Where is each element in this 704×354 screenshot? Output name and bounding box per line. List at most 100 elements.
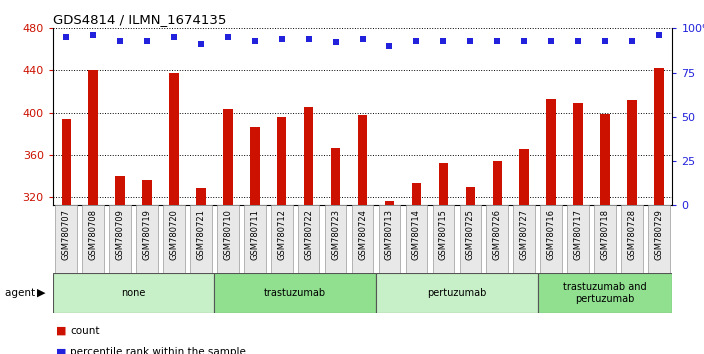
Text: GSM780711: GSM780711 <box>251 209 259 259</box>
Text: count: count <box>70 326 100 336</box>
Bar <box>520 149 529 205</box>
Text: pertuzumab: pertuzumab <box>427 288 486 298</box>
Text: GDS4814 / ILMN_1674135: GDS4814 / ILMN_1674135 <box>53 13 226 26</box>
Text: GSM780721: GSM780721 <box>196 209 206 259</box>
Point <box>357 36 368 42</box>
Point <box>249 38 260 44</box>
Bar <box>169 73 179 205</box>
Bar <box>546 99 556 205</box>
Bar <box>493 161 502 205</box>
Text: GSM780710: GSM780710 <box>223 209 232 259</box>
Bar <box>277 117 287 205</box>
Text: GSM780725: GSM780725 <box>466 209 474 259</box>
Text: ■: ■ <box>56 347 67 354</box>
Point <box>411 38 422 44</box>
FancyBboxPatch shape <box>82 205 104 273</box>
Text: GSM780718: GSM780718 <box>601 209 610 260</box>
FancyBboxPatch shape <box>109 205 131 273</box>
Text: GSM780724: GSM780724 <box>358 209 367 259</box>
Point <box>87 33 99 38</box>
FancyBboxPatch shape <box>376 273 538 313</box>
Point <box>627 38 638 44</box>
FancyBboxPatch shape <box>538 273 672 313</box>
Text: GSM780707: GSM780707 <box>62 209 71 260</box>
FancyBboxPatch shape <box>621 205 643 273</box>
FancyBboxPatch shape <box>137 205 158 273</box>
FancyBboxPatch shape <box>163 205 184 273</box>
FancyBboxPatch shape <box>244 205 265 273</box>
FancyBboxPatch shape <box>379 205 401 273</box>
Bar <box>196 188 206 205</box>
Text: none: none <box>121 288 146 298</box>
Text: GSM780728: GSM780728 <box>627 209 636 260</box>
Bar <box>250 127 260 205</box>
Text: GSM780709: GSM780709 <box>115 209 125 259</box>
Bar <box>115 176 125 205</box>
FancyBboxPatch shape <box>486 205 508 273</box>
Point <box>195 41 206 47</box>
Point <box>599 38 610 44</box>
Text: ■: ■ <box>56 326 67 336</box>
Point <box>653 33 665 38</box>
Text: GSM780712: GSM780712 <box>277 209 287 259</box>
FancyBboxPatch shape <box>352 205 373 273</box>
FancyBboxPatch shape <box>460 205 481 273</box>
Point <box>465 38 476 44</box>
FancyBboxPatch shape <box>53 273 215 313</box>
Text: GSM780720: GSM780720 <box>170 209 179 259</box>
Text: percentile rank within the sample: percentile rank within the sample <box>70 347 246 354</box>
Point <box>222 34 234 40</box>
Text: GSM780714: GSM780714 <box>412 209 421 259</box>
Text: GSM780722: GSM780722 <box>304 209 313 259</box>
Bar <box>61 119 71 205</box>
FancyBboxPatch shape <box>432 205 454 273</box>
Bar <box>89 70 98 205</box>
Point <box>61 34 72 40</box>
Bar <box>654 68 664 205</box>
Point <box>276 36 287 42</box>
Point <box>438 38 449 44</box>
FancyBboxPatch shape <box>190 205 212 273</box>
Text: GSM780716: GSM780716 <box>546 209 555 260</box>
Text: GSM780723: GSM780723 <box>331 209 340 260</box>
Text: GSM780727: GSM780727 <box>520 209 529 260</box>
Point <box>303 36 314 42</box>
FancyBboxPatch shape <box>215 273 376 313</box>
Point <box>384 43 395 49</box>
Bar <box>358 115 367 205</box>
Bar <box>601 114 610 205</box>
FancyBboxPatch shape <box>513 205 535 273</box>
FancyBboxPatch shape <box>56 205 77 273</box>
Bar <box>412 183 421 205</box>
Text: trastuzumab and
pertuzumab: trastuzumab and pertuzumab <box>563 282 647 304</box>
Point <box>115 38 126 44</box>
Point <box>142 38 153 44</box>
FancyBboxPatch shape <box>594 205 616 273</box>
Bar <box>331 148 340 205</box>
Text: trastuzumab: trastuzumab <box>264 288 326 298</box>
Bar <box>573 103 583 205</box>
Bar <box>304 107 313 205</box>
Text: GSM780717: GSM780717 <box>574 209 582 260</box>
FancyBboxPatch shape <box>298 205 320 273</box>
Point <box>572 38 584 44</box>
FancyBboxPatch shape <box>325 205 346 273</box>
Bar <box>223 109 232 205</box>
Text: GSM780715: GSM780715 <box>439 209 448 259</box>
Point <box>168 34 180 40</box>
Bar <box>142 180 152 205</box>
Text: GSM780713: GSM780713 <box>385 209 394 260</box>
Text: GSM780708: GSM780708 <box>89 209 98 260</box>
Text: ▶: ▶ <box>37 288 46 298</box>
Text: GSM780729: GSM780729 <box>654 209 663 259</box>
Bar <box>627 100 636 205</box>
FancyBboxPatch shape <box>541 205 562 273</box>
Text: agent: agent <box>5 288 38 298</box>
Bar <box>465 187 475 205</box>
Point <box>546 38 557 44</box>
Point <box>330 40 341 45</box>
Text: GSM780726: GSM780726 <box>493 209 502 260</box>
FancyBboxPatch shape <box>567 205 589 273</box>
Text: GSM780719: GSM780719 <box>143 209 151 259</box>
FancyBboxPatch shape <box>648 205 670 273</box>
